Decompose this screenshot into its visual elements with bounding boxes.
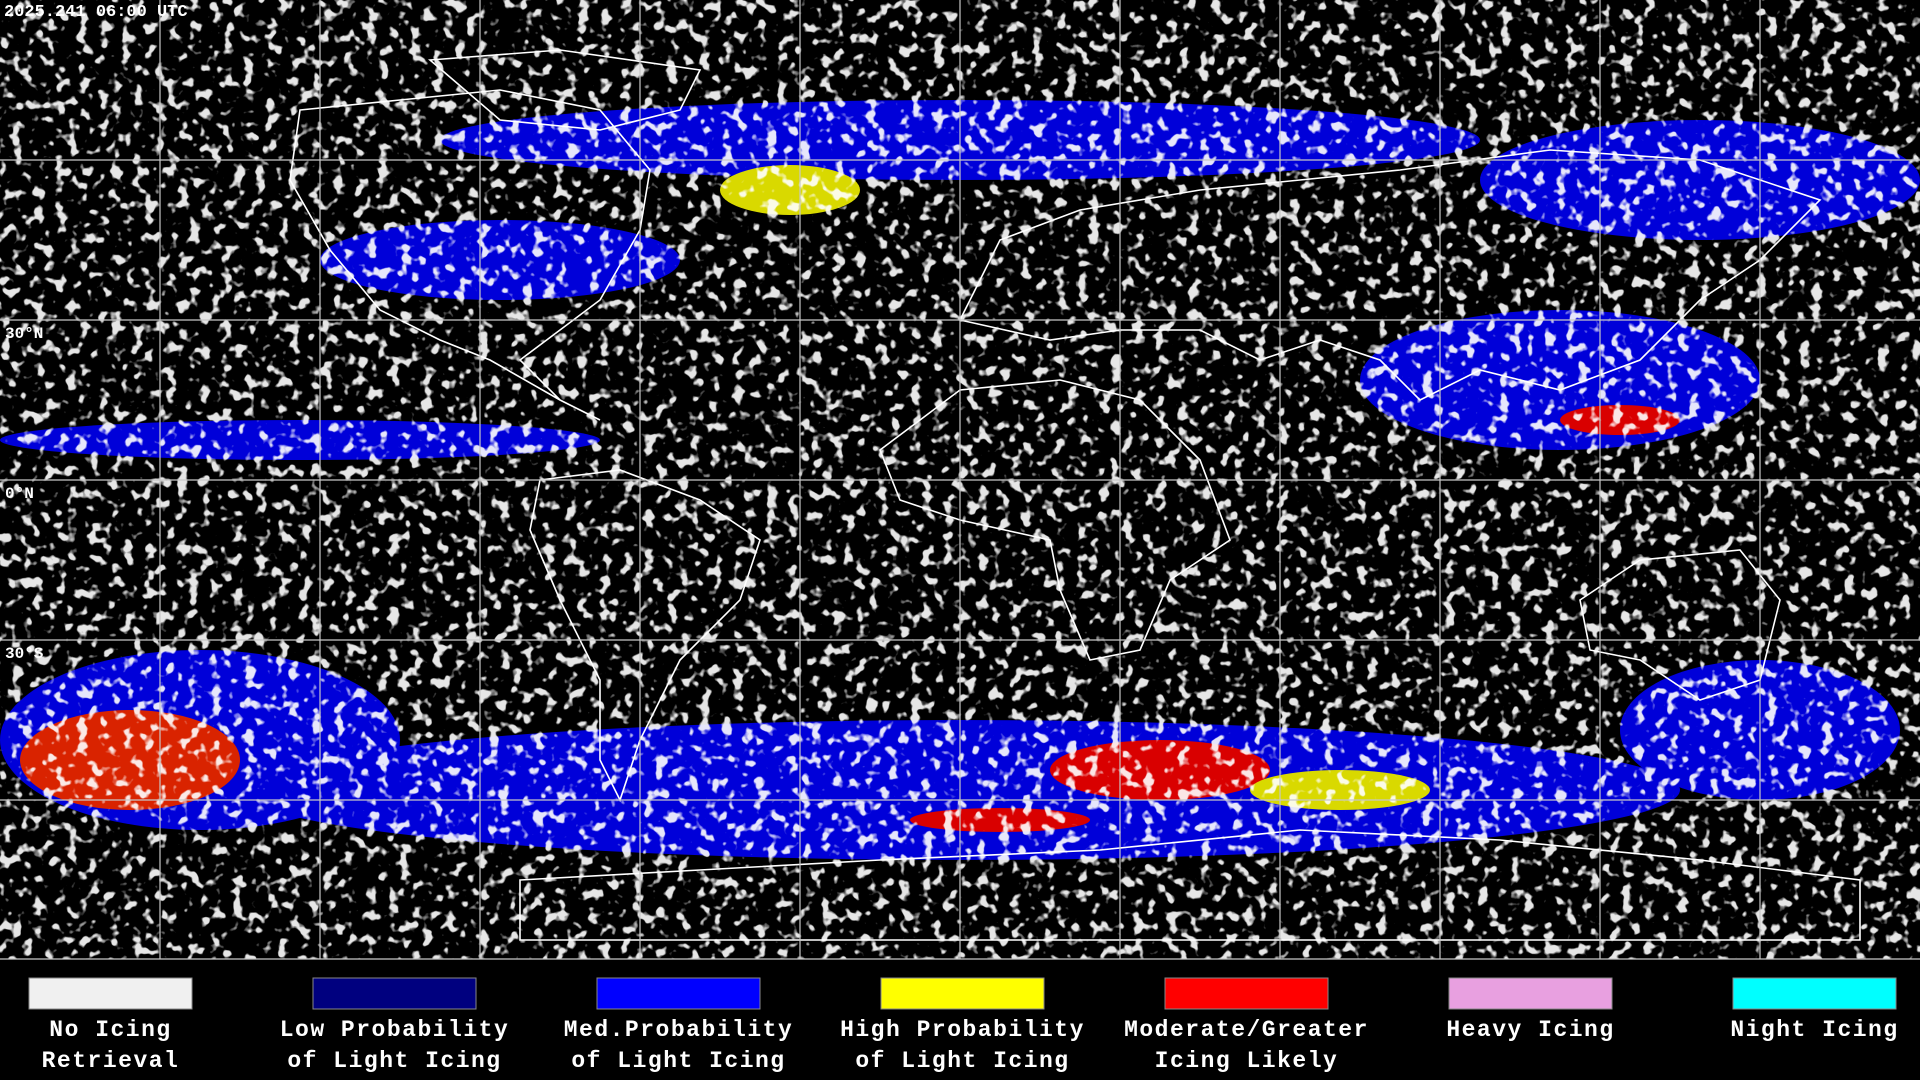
legend-label: Heavy Icing	[1446, 1017, 1614, 1043]
legend-swatch	[312, 977, 477, 1010]
graticule	[0, 0, 1920, 960]
legend-label: Moderate/Greater	[1124, 1017, 1369, 1043]
timestamp: 2025.241 06:00 UTC	[4, 3, 188, 22]
legend-label: of Light Icing	[571, 1048, 785, 1074]
legend-swatch	[880, 977, 1045, 1010]
legend-label: of Light Icing	[287, 1048, 501, 1074]
lat-label: 30°N	[5, 325, 43, 343]
legend-swatch	[1448, 977, 1613, 1010]
legend-swatch	[1164, 977, 1329, 1010]
legend-label: of Light Icing	[855, 1048, 1069, 1074]
legend-label: Low Probability	[280, 1017, 510, 1043]
coastlines	[289, 49, 1861, 941]
legend-label: Med.Probability	[564, 1017, 794, 1043]
lat-label: 0°N	[5, 485, 34, 503]
legend-label: High Probability	[840, 1017, 1085, 1043]
legend-label: Night Icing	[1730, 1017, 1898, 1043]
legend-label: No Icing	[49, 1017, 171, 1043]
legend-swatch	[1732, 977, 1897, 1010]
legend: No Icing Retrieval Low Probability of Light…	[28, 977, 1898, 1074]
legend-swatch	[28, 977, 193, 1010]
lat-label: 30°S	[5, 645, 44, 663]
legend-label: Retrieval	[42, 1048, 180, 1074]
legend-label: Icing Likely	[1155, 1048, 1339, 1074]
legend-swatch	[596, 977, 761, 1010]
